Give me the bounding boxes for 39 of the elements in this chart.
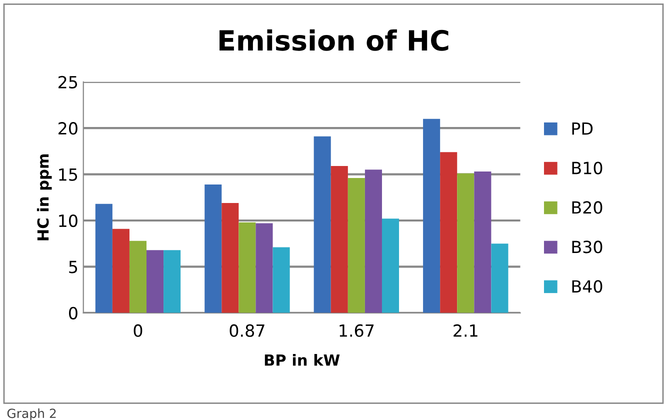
x-tick-label: 0.87	[230, 324, 264, 337]
x-tick-label: 2.1	[454, 324, 478, 337]
bar	[382, 218, 400, 313]
bar	[348, 178, 365, 313]
legend-label: B10	[572, 162, 602, 174]
bar	[112, 228, 130, 313]
y-tick-label: 0	[69, 306, 78, 320]
x-tick-label: 1.67	[340, 324, 374, 337]
bar	[330, 166, 348, 313]
y-tick-label: 25	[58, 76, 78, 88]
bar	[364, 170, 382, 313]
bar	[164, 250, 181, 313]
legend-label: B30	[572, 240, 602, 254]
legend-label: B40	[572, 280, 602, 293]
bar	[440, 152, 458, 313]
bar	[129, 240, 147, 313]
chart-title: Emission of HC	[220, 29, 448, 51]
legend-label: B20	[572, 201, 602, 214]
x-tick-label: 0	[134, 324, 142, 337]
bar	[95, 204, 112, 313]
bar	[146, 250, 164, 313]
bar	[423, 118, 440, 313]
legend-label: PD	[572, 122, 593, 135]
bar	[238, 222, 256, 313]
bar	[256, 223, 273, 313]
bar	[457, 173, 474, 313]
bar	[222, 202, 239, 313]
caption: Graph 2	[7, 408, 56, 420]
y-tick-label: 5	[69, 260, 78, 274]
y-tick-label: 20	[58, 122, 78, 135]
y-tick-label: 15	[59, 168, 78, 181]
y-axis-title: HC in ppm	[36, 154, 52, 240]
x-axis-title: BP in kW	[264, 354, 340, 366]
bar	[474, 172, 492, 313]
bar	[204, 184, 222, 313]
bar	[314, 136, 331, 313]
bar	[491, 244, 508, 313]
y-tick-label: 10	[59, 214, 78, 228]
bar	[272, 247, 290, 313]
